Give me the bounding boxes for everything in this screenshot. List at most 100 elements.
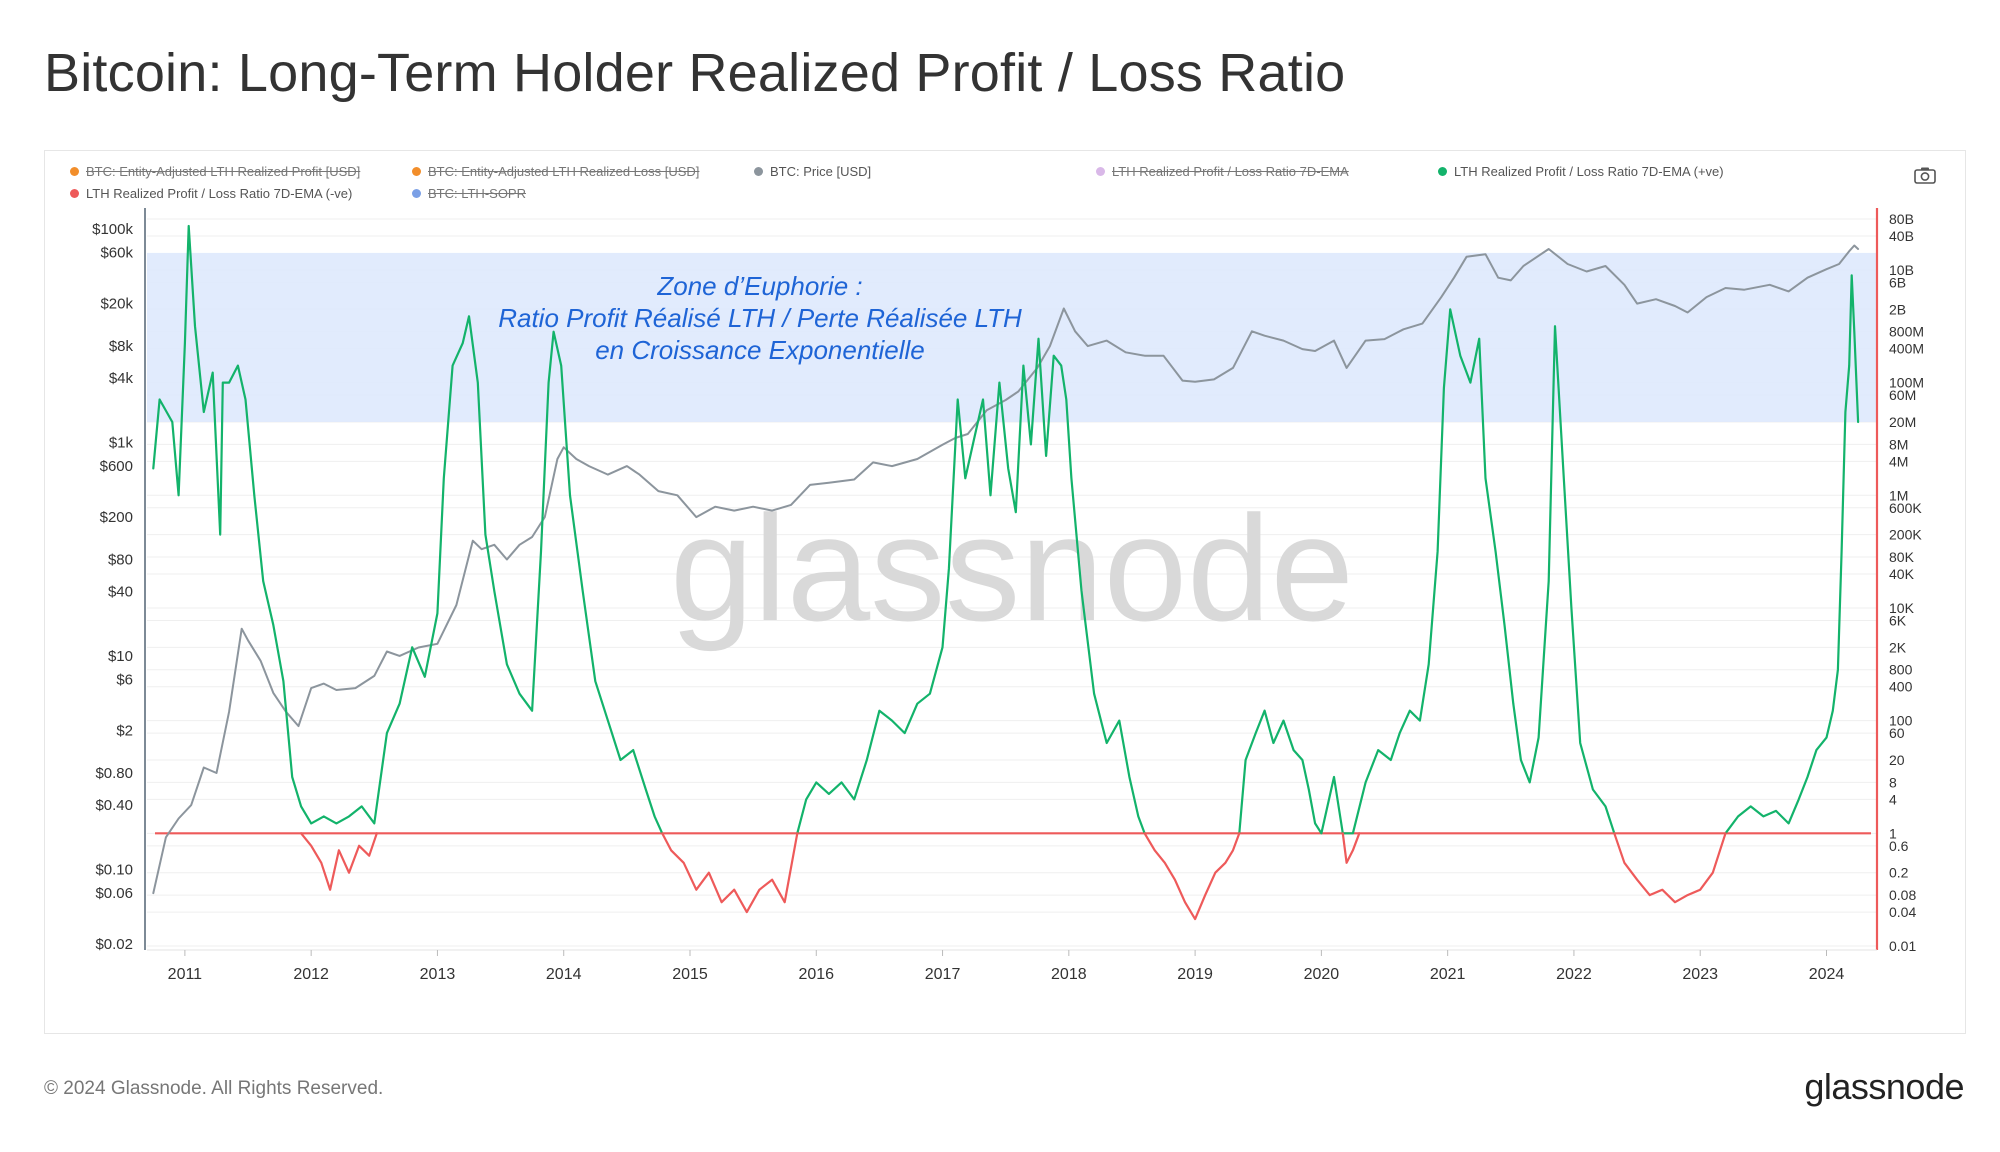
left-y-tick-label: $100k [92, 221, 133, 238]
right-y-tick-label: 4 [1889, 791, 1897, 807]
left-y-tick-label: $0.06 [95, 885, 133, 902]
left-y-tick-label: $2 [116, 723, 133, 740]
left-y-tick-label: $20k [100, 296, 133, 313]
left-y-tick-label: $0.02 [95, 936, 133, 953]
legend-item-lth-sopr[interactable]: BTC: LTH-SOPR [412, 186, 526, 201]
annotation-line-2: Ratio Profit Réalisé LTH / Perte Réalisé… [498, 303, 1022, 333]
x-tick-label: 2020 [1304, 966, 1340, 983]
legend-item-lth-realized-loss[interactable]: BTC: Entity-Adjusted LTH Realized Loss [… [412, 164, 699, 179]
legend-dot-icon [70, 167, 79, 176]
legend-label: LTH Realized Profit / Loss Ratio 7D-EMA … [1454, 164, 1724, 179]
x-tick-label: 2012 [293, 966, 329, 983]
x-tick-label: 2017 [925, 966, 961, 983]
legend-label: BTC: Entity-Adjusted LTH Realized Loss [… [428, 164, 700, 179]
right-y-tick-label: 800 [1889, 662, 1913, 678]
legend-dot-icon [1096, 167, 1105, 176]
left-y-tick-labels: $100k $60k $20k $8k $4k $1k $600 $200 $80 $40 $10 $… [92, 221, 133, 953]
euphoria-zone [147, 252, 1877, 422]
right-y-tick-label: 400M [1889, 341, 1924, 357]
left-y-tick-label: $0.80 [95, 765, 133, 782]
x-tick-label: 2022 [1556, 966, 1592, 983]
legend-dot-icon [412, 167, 421, 176]
annotation-line-1: Zone d’Euphorie : [656, 271, 862, 301]
x-tick-label: 2018 [1051, 966, 1087, 983]
right-y-tick-label: 1 [1889, 825, 1897, 841]
right-y-tick-label: 80B [1889, 211, 1914, 227]
right-y-tick-label: 6B [1889, 274, 1906, 290]
x-tick-label: 2019 [1177, 966, 1213, 983]
series-ratio-positive-2 [796, 337, 1146, 835]
x-tick-label: 2014 [546, 966, 582, 983]
right-y-tick-label: 0.01 [1889, 938, 1916, 954]
right-y-tick-label: 20 [1889, 752, 1905, 768]
legend-label: LTH Realized Profit / Loss Ratio 7D-EMA … [86, 186, 353, 201]
right-y-tick-label: 2B [1889, 301, 1906, 317]
series-ratio-positive-3 [1238, 308, 1616, 835]
right-y-tick-label: 60 [1889, 725, 1905, 741]
series-ratio-positive-4 [1724, 274, 1860, 835]
page-title: Bitcoin: Long-Term Holder Realized Profi… [44, 43, 1346, 103]
left-y-tick-label: $60k [100, 245, 133, 262]
camera-icon[interactable] [1914, 166, 1936, 184]
right-y-tick-label: 600K [1889, 500, 1922, 516]
legend-item-ratio-positive[interactable]: LTH Realized Profit / Loss Ratio 7D-EMA … [1438, 164, 1724, 179]
right-y-tick-label: 20M [1889, 414, 1916, 430]
series-ratio-negative-8 [1341, 832, 1361, 864]
left-y-tick-label: $40 [108, 584, 133, 601]
x-tick-label: 2021 [1430, 966, 1466, 983]
x-tick-label: 2016 [798, 966, 834, 983]
left-y-tick-label: $8k [109, 338, 134, 355]
right-y-tick-label: 8 [1889, 774, 1897, 790]
x-tick-label: 2023 [1682, 966, 1718, 983]
series-ratio-negative-9 [1613, 832, 1727, 904]
left-y-tick-label: $200 [100, 509, 133, 526]
chart-panel [44, 150, 1966, 1034]
x-tick-label: 2015 [672, 966, 708, 983]
right-y-tick-label: 8M [1889, 436, 1908, 452]
left-y-tick-label: $0.40 [95, 797, 133, 814]
series-ratio-negative-5 [300, 832, 378, 891]
left-y-tick-label: $0.10 [95, 861, 133, 878]
series-ratio-negative-7 [1143, 832, 1241, 921]
annotation-line-3: en Croissance Exponentielle [595, 335, 925, 365]
legend-item-btc-price[interactable]: BTC: Price [USD] [754, 164, 871, 179]
right-y-tick-label: 10K [1889, 600, 1915, 616]
right-y-tick-label: 100 [1889, 713, 1913, 729]
left-y-tick-label: $6 [116, 672, 133, 689]
right-y-tick-label: 10B [1889, 262, 1914, 278]
x-tick-label: 2011 [168, 966, 203, 983]
left-y-tick-label: $1k [109, 434, 134, 451]
legend-dot-icon [412, 189, 421, 198]
legend-item-lth-realized-profit[interactable]: BTC: Entity-Adjusted LTH Realized Profit… [70, 164, 360, 179]
series-ratio-positive-1 [152, 224, 664, 835]
right-y-tick-label: 800M [1889, 324, 1924, 340]
right-y-tick-label: 80K [1889, 549, 1915, 565]
copyright-text: © 2024 Glassnode. All Rights Reserved. [44, 1078, 384, 1099]
left-y-tick-label: $4k [109, 370, 134, 387]
legend-dot-icon [70, 189, 79, 198]
glassnode-logo: glassnode [1804, 1066, 1964, 1107]
right-y-tick-label: 400 [1889, 679, 1913, 695]
right-y-tick-label: 100M [1889, 375, 1924, 391]
right-y-tick-label: 40B [1889, 228, 1914, 244]
legend-item-ratio-negative[interactable]: LTH Realized Profit / Loss Ratio 7D-EMA … [70, 186, 352, 201]
annotation: Zone d’Euphorie : Ratio Profit Réalisé L… [498, 271, 1022, 365]
right-y-tick-label: 200K [1889, 527, 1922, 543]
x-tick-labels: 2011 2012 2013 2014 2015 2016 2017 2018 2019 2020… [168, 950, 1845, 983]
watermark-text: glassnode [670, 484, 1354, 652]
legend-dot-icon [1438, 167, 1447, 176]
right-y-tick-label: 40K [1889, 566, 1915, 582]
x-tick-label: 2024 [1809, 966, 1845, 983]
right-y-tick-label: 0.08 [1889, 887, 1916, 903]
right-y-tick-labels: 80B40B10B6B2B800M400M100M60M20M8M4M1M600… [1889, 211, 1924, 954]
x-tick-label: 2013 [420, 966, 456, 983]
right-y-tick-label: 4M [1889, 453, 1908, 469]
legend-label: BTC: LTH-SOPR [428, 186, 526, 201]
right-y-tick-label: 1M [1889, 487, 1908, 503]
right-y-tick-label: 0.04 [1889, 904, 1916, 920]
series-ratio-negative-6 [661, 832, 799, 914]
legend-item-ratio-7d-ema[interactable]: LTH Realized Profit / Loss Ratio 7D-EMA [1096, 164, 1349, 179]
series-group [152, 224, 1860, 921]
left-y-tick-label: $80 [108, 552, 133, 569]
